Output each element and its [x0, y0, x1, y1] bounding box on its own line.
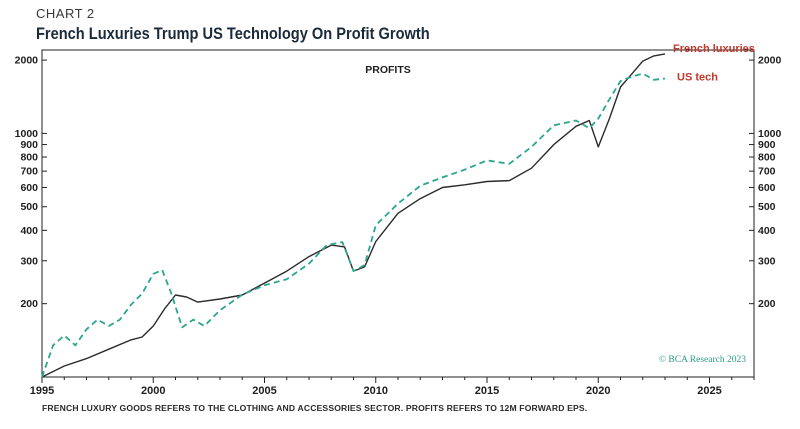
y-tick-label-left: 1000	[15, 128, 39, 140]
y-tick-label-right: 300	[758, 255, 776, 267]
x-tick-label: 2020	[586, 385, 610, 397]
y-tick-label-left: 600	[20, 182, 38, 194]
x-tick-label: 2015	[475, 385, 499, 397]
x-tick-label: 1995	[30, 385, 54, 397]
y-tick-label-right: 800	[758, 152, 776, 164]
y-tick-label-right: 500	[758, 201, 776, 213]
y-tick-label-right: 400	[758, 225, 776, 237]
credit-text: © BCA Research 2023	[659, 354, 746, 365]
y-tick-label-left: 900	[20, 139, 38, 151]
x-tick-label: 2025	[697, 385, 721, 397]
y-tick-label-right: 600	[758, 182, 776, 194]
x-tick-label: 2005	[252, 385, 276, 397]
y-tick-label-left: 700	[20, 166, 38, 178]
panel-title: PROFITS	[365, 64, 411, 76]
y-tick-label-left: 200	[20, 298, 38, 310]
us-tech-line	[41, 72, 666, 378]
y-tick-label-right: 900	[758, 139, 776, 151]
x-tick-label: 2000	[141, 385, 165, 397]
y-tick-label-right: 200	[758, 298, 776, 310]
y-tick-label-left: 800	[20, 152, 38, 164]
y-tick-label-left: 400	[20, 225, 38, 237]
legend-french-luxuries: French luxuries	[673, 43, 755, 55]
chart-title: French Luxuries Trump US Technology On P…	[36, 24, 430, 43]
legend-us-tech: US tech	[677, 72, 718, 84]
y-tick-label-right: 700	[758, 166, 776, 178]
x-axis: 1995 2000 2005 2010 2015 2020 2025	[30, 377, 755, 397]
y-tick-label-left: 300	[20, 255, 38, 267]
y-tick-label-right: 2000	[758, 55, 782, 67]
series-lines	[41, 53, 666, 378]
french-luxuries-line	[41, 53, 666, 378]
y-tick-label-left: 2000	[15, 55, 39, 67]
footnote: FRENCH LUXURY GOODS REFERS TO THE CLOTHI…	[42, 403, 588, 413]
y-tick-label-left: 500	[20, 201, 38, 213]
chart-label: CHART 2	[36, 6, 95, 21]
y-tick-label-right: 1000	[758, 128, 782, 140]
x-tick-label: 2010	[364, 385, 388, 397]
